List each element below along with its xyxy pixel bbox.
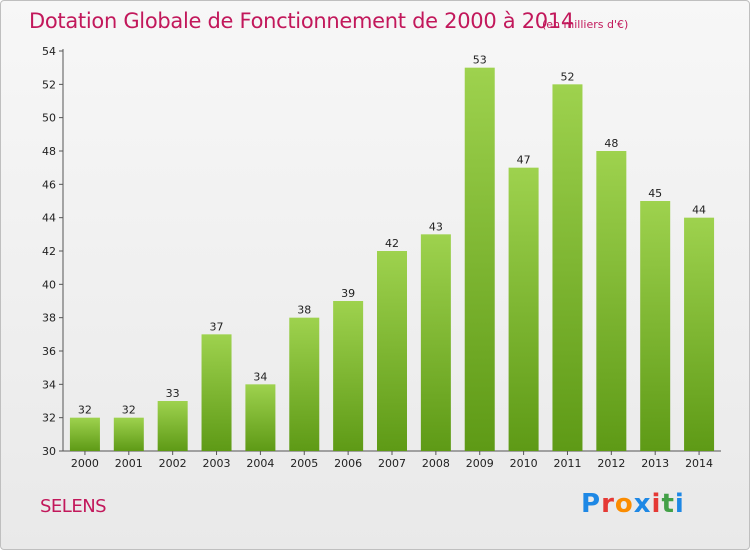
brand-letter: i <box>674 489 685 519</box>
bar-value-label: 32 <box>78 404 92 417</box>
bar-2004 <box>245 384 276 451</box>
unit-note: (en milliers d'€) <box>542 18 629 31</box>
bar-value-label: 43 <box>429 220 443 233</box>
bar-2005 <box>289 317 320 451</box>
bar-value-label: 32 <box>122 404 136 417</box>
y-tick-label: 42 <box>42 245 56 258</box>
bar-2014 <box>684 217 715 451</box>
x-tick-label: 2012 <box>597 457 625 470</box>
bar-value-label: 45 <box>648 187 662 200</box>
bar-value-label: 53 <box>473 54 487 67</box>
bar-value-label: 37 <box>210 320 224 333</box>
x-tick-label: 2013 <box>641 457 669 470</box>
bar-2011 <box>552 84 583 451</box>
brand-letter: i <box>651 489 662 519</box>
bar-2000 <box>69 417 100 451</box>
bar-value-label: 33 <box>166 387 180 400</box>
bar-2012 <box>596 151 627 451</box>
y-tick-label: 34 <box>42 378 56 391</box>
x-tick-label: 2004 <box>246 457 274 470</box>
y-tick-label: 54 <box>42 45 56 58</box>
x-tick-label: 2001 <box>115 457 143 470</box>
bar-value-label: 48 <box>604 137 618 150</box>
y-tick-label: 36 <box>42 345 56 358</box>
x-tick-label: 2009 <box>466 457 494 470</box>
bar-value-label: 47 <box>517 154 531 167</box>
bar-2008 <box>420 234 451 451</box>
bar-value-label: 39 <box>341 287 355 300</box>
y-tick-label: 30 <box>42 445 56 458</box>
x-tick-label: 2007 <box>378 457 406 470</box>
y-tick-label: 32 <box>42 412 56 425</box>
x-tick-label: 2008 <box>422 457 450 470</box>
y-tick-label: 52 <box>42 78 56 91</box>
x-tick-label: 2014 <box>685 457 713 470</box>
x-tick-label: 2010 <box>510 457 538 470</box>
y-tick-label: 46 <box>42 178 56 191</box>
brand-letter: t <box>661 489 675 519</box>
bar-2001 <box>113 417 144 451</box>
x-tick-label: 2006 <box>334 457 362 470</box>
bar-2007 <box>377 251 407 451</box>
y-tick-label: 50 <box>42 112 56 125</box>
bar-value-label: 44 <box>692 204 706 217</box>
bar-2006 <box>333 301 364 451</box>
x-tick-label: 2002 <box>159 457 187 470</box>
bar-2009 <box>464 67 495 452</box>
brand-letter: x <box>633 489 652 519</box>
x-tick-label: 2005 <box>290 457 318 470</box>
bar-value-label: 38 <box>297 304 311 317</box>
bar-2002 <box>157 401 188 451</box>
bar-2013 <box>640 201 671 451</box>
brand-logo: Proxiti <box>581 489 685 519</box>
y-tick-label: 44 <box>42 212 56 225</box>
bar-value-label: 52 <box>560 70 574 83</box>
bar-value-label: 34 <box>253 370 267 383</box>
bar-2010 <box>508 167 539 451</box>
brand-letter: o <box>614 489 634 519</box>
chart-title: Dotation Globale de Fonctionnement de 20… <box>29 9 574 33</box>
y-tick-label: 48 <box>42 145 56 158</box>
x-tick-label: 2000 <box>71 457 99 470</box>
commune-name: SELENS <box>40 496 107 517</box>
brand-letter: r <box>601 489 615 519</box>
x-tick-label: 2011 <box>553 457 581 470</box>
x-tick-label: 2003 <box>203 457 231 470</box>
bar-value-label: 42 <box>385 237 399 250</box>
bar-2003 <box>201 334 232 451</box>
y-tick-label: 40 <box>42 278 56 291</box>
bars: 32 32 33 37 34 38 39 42 43 53 47 52 48 45 44 <box>69 54 715 452</box>
brand-letter: P <box>581 489 602 519</box>
y-tick-label: 38 <box>42 312 56 325</box>
